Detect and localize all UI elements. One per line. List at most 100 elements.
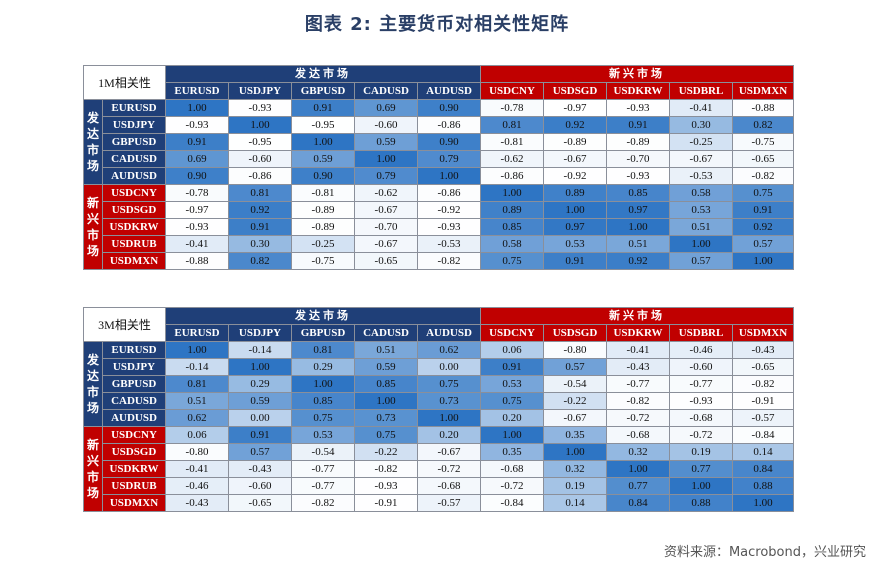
correlation-cell: -0.88 — [732, 99, 794, 117]
correlation-cell: -0.75 — [291, 252, 355, 270]
correlation-cell: -0.93 — [606, 99, 670, 117]
correlation-cell: -0.78 — [165, 184, 229, 202]
correlation-cell: 1.00 — [669, 477, 733, 495]
row-header: USDKRW — [102, 218, 166, 236]
correlation-cell: 0.59 — [228, 392, 292, 410]
correlation-cell: -0.70 — [606, 150, 670, 168]
correlation-cell: 0.90 — [417, 99, 481, 117]
table-row: USDSGD -0.97 0.92 -0.89 -0.67 -0.92 0.89 1.00 0.… — [84, 201, 794, 219]
correlation-cell: -0.77 — [606, 375, 670, 393]
correlation-cell: 0.30 — [669, 116, 733, 134]
table-row: USDJPY -0.14 1.00 0.29 0.59 0.00 0.91 0.57 -0.43… — [84, 358, 794, 376]
correlation-cell: 0.51 — [606, 235, 670, 253]
correlation-cell: -0.14 — [228, 341, 292, 359]
table-row: 新兴市场 USDCNY 0.06 0.91 0.53 0.75 0.20 1.00 0.35 -0… — [83, 426, 794, 512]
row-header: USDRUB — [102, 235, 166, 253]
table-row: USDKRW -0.93 0.91 -0.89 -0.70 -0.93 0.85 0.97 1.… — [84, 218, 794, 236]
correlation-cell: -0.97 — [165, 201, 229, 219]
correlation-cell: 0.51 — [165, 392, 229, 410]
table-label: 1M相关性 — [83, 65, 166, 100]
row-header: USDCNY — [102, 426, 166, 444]
correlation-cell: 0.91 — [165, 133, 229, 151]
correlation-cell: -0.68 — [480, 460, 544, 478]
row-header: GBPUSD — [102, 133, 166, 151]
correlation-cell: 0.62 — [165, 409, 229, 427]
correlation-cell: -0.53 — [417, 235, 481, 253]
correlation-table-3m: 3M相关性 发达市场 新兴市场 EURUSD USDJPY GBPUSD CADUSD AUD… — [83, 307, 794, 512]
correlation-cell: 1.00 — [354, 392, 418, 410]
row-header: GBPUSD — [102, 375, 166, 393]
column-header: USDBRL — [669, 324, 733, 342]
correlation-cell: 1.00 — [732, 252, 794, 270]
correlation-cell: 1.00 — [228, 116, 292, 134]
correlation-cell: -0.62 — [354, 184, 418, 202]
correlation-cell: -0.22 — [543, 392, 607, 410]
correlation-cell: -0.70 — [354, 218, 418, 236]
correlation-cell: -0.86 — [228, 167, 292, 185]
correlation-cell: -0.72 — [669, 426, 733, 444]
correlation-cell: 1.00 — [606, 460, 670, 478]
correlation-cell: -0.67 — [354, 235, 418, 253]
correlation-cell: -0.72 — [417, 460, 481, 478]
correlation-cell: 0.69 — [354, 99, 418, 117]
correlation-cell: 0.30 — [228, 235, 292, 253]
row-header: USDSGD — [102, 201, 166, 219]
row-header: USDMXN — [102, 252, 166, 270]
correlation-cell: 1.00 — [543, 201, 607, 219]
correlation-cell: 0.81 — [165, 375, 229, 393]
correlation-cell: 0.92 — [228, 201, 292, 219]
row-header: CADUSD — [102, 150, 166, 168]
correlation-cell: 0.14 — [543, 494, 607, 512]
correlation-cell: -0.67 — [669, 150, 733, 168]
correlation-cell: -0.53 — [669, 167, 733, 185]
group-header-developed: 发达市场 — [165, 307, 481, 325]
correlation-cell: 0.85 — [354, 375, 418, 393]
correlation-cell: -0.80 — [543, 341, 607, 359]
correlation-cell: -0.81 — [291, 184, 355, 202]
table-row: AUDUSD 0.62 0.00 0.75 0.73 1.00 0.20 -0.67 -0.72… — [84, 409, 794, 427]
correlation-cell: -0.89 — [291, 201, 355, 219]
table-row: USDJPY -0.93 1.00 -0.95 -0.60 -0.86 0.81 0.92 0.… — [84, 116, 794, 134]
correlation-cell: 0.53 — [291, 426, 355, 444]
column-header: USDMXN — [732, 82, 794, 100]
correlation-cell: 0.89 — [543, 184, 607, 202]
correlation-cell: 0.35 — [480, 443, 544, 461]
correlation-cell: -0.46 — [165, 477, 229, 495]
correlation-cell: -0.65 — [732, 358, 794, 376]
row-header: USDSGD — [102, 443, 166, 461]
correlation-cell: -0.60 — [228, 477, 292, 495]
correlation-cell: 0.29 — [228, 375, 292, 393]
table-row: USDMXN -0.88 0.82 -0.75 -0.65 -0.82 0.75 0.91 0.… — [84, 252, 794, 270]
correlation-cell: 0.06 — [165, 426, 229, 444]
correlation-cell: 0.84 — [732, 460, 794, 478]
correlation-cell: 0.92 — [606, 252, 670, 270]
correlation-cell: 0.75 — [732, 184, 794, 202]
correlation-cell: -0.41 — [606, 341, 670, 359]
correlation-cell: -0.25 — [291, 235, 355, 253]
row-header: AUDUSD — [102, 409, 166, 427]
correlation-cell: 0.77 — [669, 460, 733, 478]
correlation-cell: 0.85 — [291, 392, 355, 410]
correlation-cell: -0.91 — [354, 494, 418, 512]
correlation-cell: 0.85 — [480, 218, 544, 236]
correlation-cell: 0.77 — [606, 477, 670, 495]
correlation-cell: 1.00 — [417, 409, 481, 427]
correlation-cell: 0.79 — [417, 150, 481, 168]
correlation-cell: 0.92 — [543, 116, 607, 134]
correlation-cell: -0.93 — [669, 392, 733, 410]
correlation-cell: 1.00 — [165, 99, 229, 117]
table-row: AUDUSD 0.90 -0.86 0.90 0.79 1.00 -0.86 -0.92 -0.… — [84, 167, 794, 185]
correlation-cell: 0.89 — [480, 201, 544, 219]
correlation-cell: 1.00 — [228, 358, 292, 376]
row-group-developed: 发达市场 — [83, 99, 103, 185]
group-header-emerging: 新兴市场 — [480, 65, 794, 83]
correlation-cell: 0.81 — [291, 341, 355, 359]
correlation-cell: 0.35 — [543, 426, 607, 444]
column-header: EURUSD — [165, 324, 229, 342]
correlation-cell: 0.82 — [732, 116, 794, 134]
table-row: USDMXN -0.43 -0.65 -0.82 -0.91 -0.57 -0.84 0.14… — [84, 494, 794, 512]
correlation-cell: 1.00 — [291, 375, 355, 393]
correlation-cell: 1.00 — [291, 133, 355, 151]
correlation-cell: 0.00 — [417, 358, 481, 376]
table-row: 发达市场 EURUSD 1.00 -0.14 0.81 0.51 0.62 0.06 -0.80… — [83, 341, 794, 427]
